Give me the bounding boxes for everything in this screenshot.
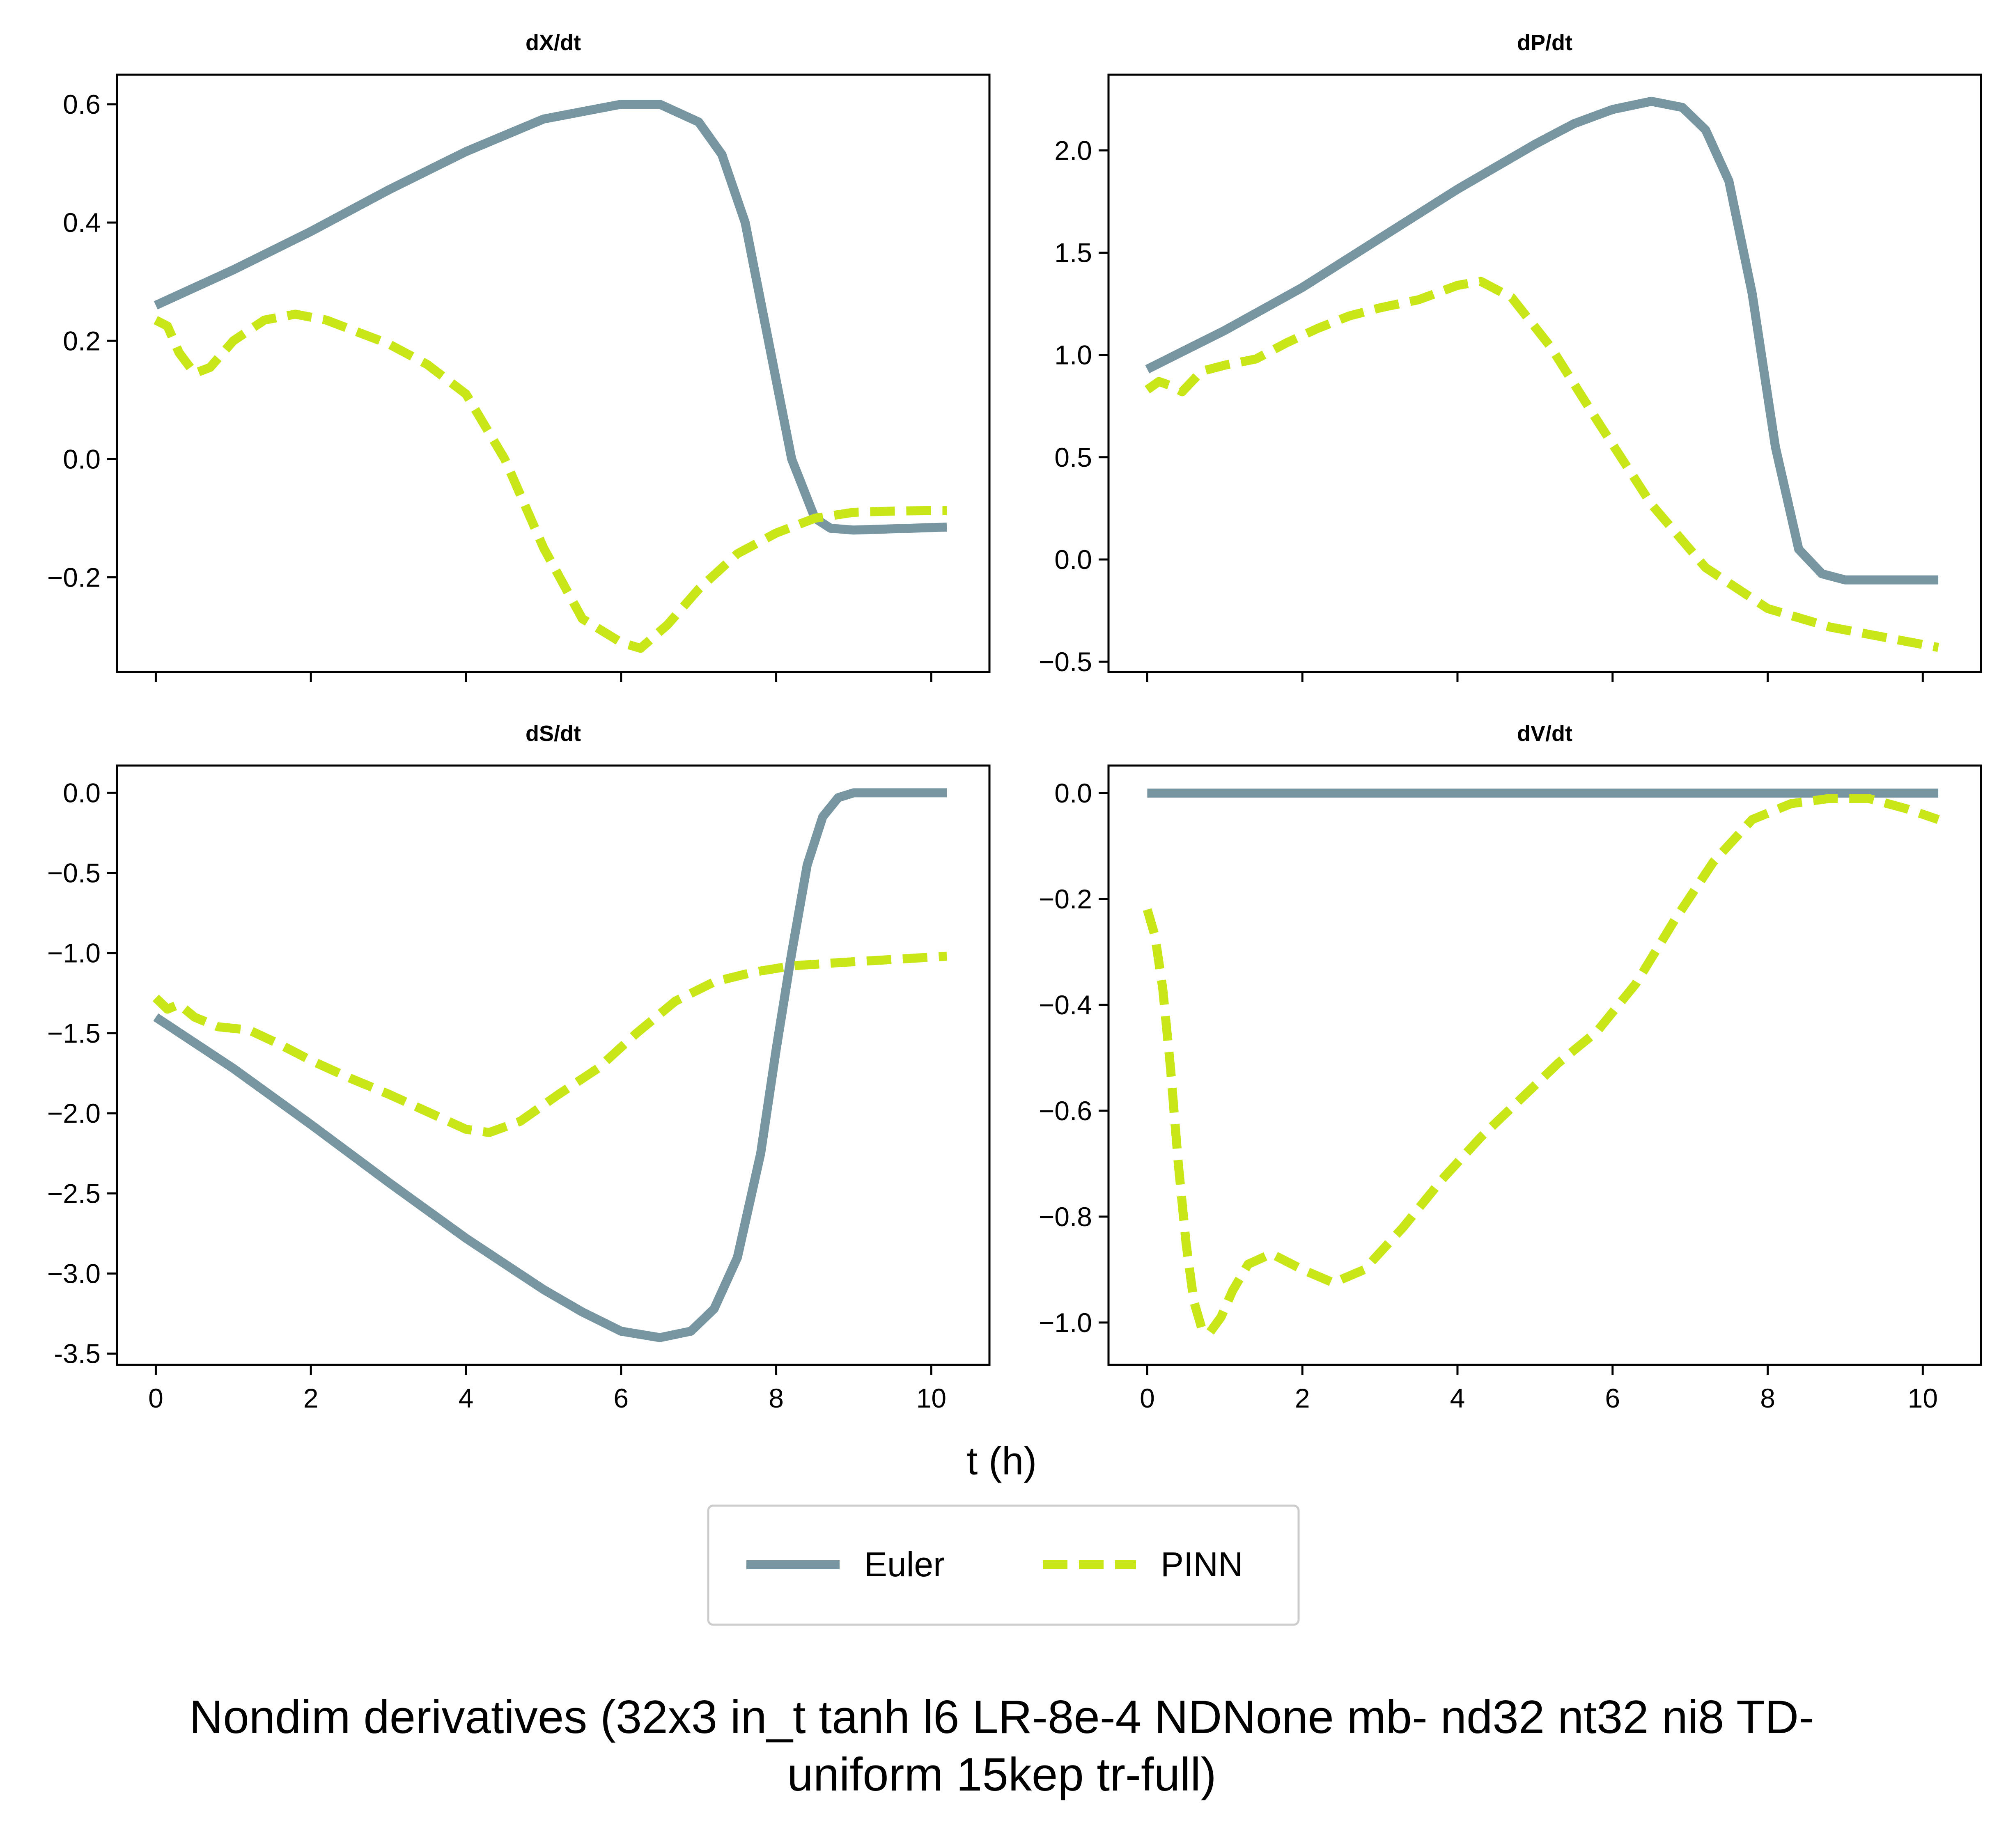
subplot-title-dpdt: dP/dt	[1517, 30, 1572, 55]
subplot-dvdt: dV/dt −1.0 −0.8 −0.6 −0.4 −0.2 0.0 0 2 4 6 8 10	[1039, 721, 1982, 1413]
legend-box	[707, 1504, 1300, 1626]
x-tick-label-dsdt: 2	[303, 1383, 319, 1413]
y-tick-label-dxdt: −0.2	[47, 562, 101, 593]
y-tick-label-dvdt: −0.8	[1039, 1201, 1092, 1232]
x-tick-label-dvdt: 8	[1760, 1383, 1775, 1413]
figure-suptitle-line-2: uniform 15kep tr-full)	[787, 1749, 1216, 1801]
x-tick-label-dsdt: 4	[459, 1383, 474, 1413]
y-tick-label-dpdt: 1.0	[1054, 340, 1092, 370]
series-line-pinn-dsdt	[152, 952, 947, 1137]
x-tick-label-dsdt: 0	[148, 1383, 163, 1413]
y-tick-label-dsdt: −2.5	[47, 1178, 101, 1208]
y-tick-label-dsdt: −0.5	[47, 858, 101, 888]
series-line-euler-dpdt	[1145, 96, 1939, 585]
y-tick-label-dsdt: −1.5	[47, 1018, 101, 1048]
axes-frame-dpdt	[1107, 73, 1982, 673]
y-tick-label-dsdt: 0.0	[63, 777, 101, 808]
x-tick-label-dvdt: 6	[1605, 1383, 1620, 1413]
x-tick-label-dvdt: 0	[1140, 1383, 1155, 1413]
y-tick-label-dxdt: 0.2	[63, 326, 101, 356]
series-line-pinn-dpdt	[1145, 277, 1939, 652]
subplot-dsdt: dS/dt -3.5 −3.0 −2.5 −2.0 −1.5 −1.0 −0.5 0.0 0 2 4 6…	[47, 721, 991, 1413]
y-tick-label-dxdt: 0.0	[63, 444, 101, 474]
y-tick-label-dxdt: 0.6	[63, 89, 101, 119]
y-tick-label-dpdt: −0.5	[1039, 647, 1092, 677]
subplot-title-dsdt: dS/dt	[526, 721, 581, 746]
y-tick-label-dvdt: −0.6	[1039, 1096, 1092, 1126]
x-tick-label-dvdt: 2	[1295, 1383, 1310, 1413]
x-tick-label-dvdt: 4	[1450, 1383, 1465, 1413]
y-tick-label-dsdt: −3.0	[47, 1258, 101, 1289]
y-tick-label-dpdt: 1.5	[1054, 238, 1092, 268]
y-tick-label-dpdt: 0.5	[1054, 442, 1092, 472]
y-tick-label-dvdt: 0.0	[1054, 778, 1092, 808]
y-tick-label-dsdt: −1.0	[47, 938, 101, 968]
subplot-title-dxdt: dX/dt	[526, 30, 581, 55]
y-tick-label-dsdt: -3.5	[54, 1339, 101, 1369]
x-tick-label-dvdt: 10	[1908, 1383, 1938, 1413]
series-line-euler-dsdt	[153, 788, 947, 1342]
x-tick-label-dsdt: 8	[769, 1383, 784, 1413]
figure-suptitle-line-1: Nondim derivatives (32x3 in_t tanh l6 LR…	[189, 1691, 1814, 1743]
legend: Euler PINN	[707, 1504, 1300, 1626]
subplot-title-dvdt: dV/dt	[1517, 721, 1572, 746]
axes-frame-dxdt	[116, 73, 991, 673]
legend-pinn-label: PINN	[1161, 1545, 1243, 1584]
x-tick-label-dsdt: 10	[916, 1383, 946, 1413]
x-tick-label-dsdt: 6	[613, 1383, 629, 1413]
y-tick-label-dvdt: −0.4	[1039, 990, 1092, 1020]
y-tick-label-dvdt: −1.0	[1039, 1307, 1092, 1338]
subplot-dxdt: dX/dt −0.2 0.0 0.2 0.4 0.6	[47, 30, 991, 682]
series-line-pinn-dxdt	[154, 310, 947, 653]
y-tick-label-dvdt: −0.2	[1039, 884, 1092, 914]
subplot-grid: dX/dt −0.2 0.0 0.2 0.4 0.6 dP/dt −0.5 0.0 0.5 1.0 1…	[47, 30, 1982, 1413]
series-line-pinn-dvdt	[1143, 794, 1940, 1338]
y-tick-label-dpdt: 0.0	[1054, 544, 1092, 575]
y-tick-label-dxdt: 0.4	[63, 207, 101, 238]
axes-frame-dvdt	[1107, 764, 1982, 1366]
y-tick-label-dsdt: −2.0	[47, 1098, 101, 1128]
legend-euler-label: Euler	[864, 1545, 945, 1584]
y-tick-label-dpdt: 2.0	[1054, 135, 1092, 165]
subplot-dpdt: dP/dt −0.5 0.0 0.5 1.0 1.5 2.0	[1039, 30, 1982, 682]
axes-frame-dsdt	[116, 764, 991, 1366]
x-axis-label: t (h)	[967, 1439, 1037, 1483]
